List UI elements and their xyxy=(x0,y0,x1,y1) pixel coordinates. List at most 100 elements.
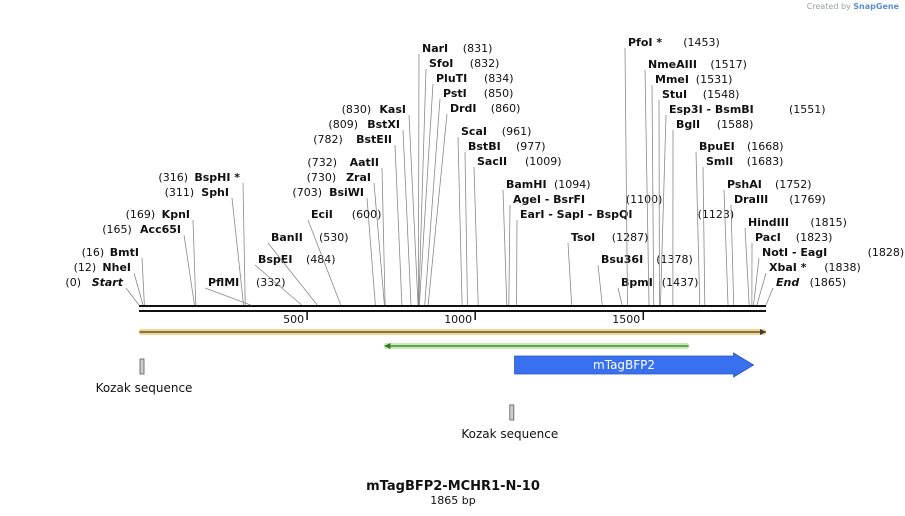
enzyme-leader xyxy=(204,287,251,306)
enzyme-name: NotI - EagI xyxy=(762,246,827,259)
enzyme-site-bstbi[interactable]: BstBI (977) xyxy=(464,140,546,306)
enzyme-site-bsiwi[interactable]: BsiWI (703) xyxy=(292,186,376,306)
enzyme-site-bstxi[interactable]: BstXI (809) xyxy=(328,118,412,306)
enzyme-site-nmeaiii[interactable]: NmeAIII (1517) xyxy=(644,58,747,306)
enzyme-leader xyxy=(457,136,463,306)
enzyme-position: (332) xyxy=(256,276,286,289)
arrowhead-icon xyxy=(760,329,766,335)
enzyme-name: BspEI xyxy=(258,253,292,266)
enzyme-site-scai[interactable]: ScaI (961) xyxy=(457,125,532,306)
enzyme-site-drdi[interactable]: DrdI (860) xyxy=(427,102,520,306)
enzyme-site-esp3i-bsmbi[interactable]: Esp3I - BsmBI (1551) xyxy=(660,103,826,306)
enzyme-site-hindiii[interactable]: HindIII (1815) xyxy=(744,216,847,306)
feature-internal[interactable] xyxy=(384,343,689,349)
enzyme-site-aatii[interactable]: AatII (732) xyxy=(307,156,386,306)
enzyme-site-bpmi[interactable]: BpmI (1437) xyxy=(617,276,698,306)
enzyme-site-pfoi[interactable]: PfoI * (1453) xyxy=(624,36,720,306)
ruler-tick-label: 1500 xyxy=(612,313,640,326)
enzyme-site-xbai[interactable]: XbaI * (1838) xyxy=(756,261,861,306)
enzyme-name: EciI xyxy=(311,208,333,221)
ruler-tick-label: 1000 xyxy=(444,313,472,326)
enzyme-position: (316) xyxy=(158,171,188,184)
enzyme-site-bsteii[interactable]: BstEII (782) xyxy=(313,133,403,306)
enzyme-name: SacII xyxy=(477,155,507,168)
feature-arrow xyxy=(514,352,755,378)
enzyme-name: NheI xyxy=(102,261,131,274)
enzyme-name: DrdI xyxy=(450,102,477,115)
enzyme-site-bgli[interactable]: BglI (1588) xyxy=(672,118,754,306)
enzyme-leader xyxy=(254,264,302,306)
feature-full-length[interactable] xyxy=(139,329,767,335)
enzyme-leader xyxy=(373,182,385,306)
enzyme-site-kasi[interactable]: KasI (830) xyxy=(342,103,419,306)
enzyme-position: (832) xyxy=(470,57,500,70)
enzyme-leader xyxy=(624,47,628,306)
enzyme-name: MmeI xyxy=(655,73,689,86)
enzyme-site-nari[interactable]: NarI (831) xyxy=(417,42,493,306)
enzyme-site-kpni[interactable]: KpnI (169) xyxy=(126,208,197,306)
enzyme-site-tsoi[interactable]: TsoI (1287) xyxy=(567,231,648,306)
feature-box xyxy=(139,358,145,375)
enzyme-site-noti-eagi[interactable]: NotI - EagI (1828) xyxy=(753,246,905,306)
enzyme-site-draiii[interactable]: DraIII (1769) xyxy=(730,193,826,306)
enzyme-site-paci[interactable]: PacI (1823) xyxy=(751,231,832,306)
enzyme-leader xyxy=(381,167,386,306)
enzyme-name: BanII xyxy=(271,231,303,244)
enzyme-position: (1453) xyxy=(683,36,720,49)
enzyme-name: SphI xyxy=(201,186,229,199)
enzyme-name: PluTI xyxy=(436,72,467,85)
arrowhead-icon xyxy=(384,343,391,349)
enzyme-leader xyxy=(424,98,441,306)
enzyme-position: (0) xyxy=(65,276,81,289)
feature-kozak-sequence[interactable]: Kozak sequence xyxy=(461,404,558,441)
enzyme-site-bsu36i[interactable]: Bsu36I (1378) xyxy=(597,253,693,306)
enzyme-leader xyxy=(125,287,140,306)
enzyme-site-sacii[interactable]: SacII (1009) xyxy=(473,155,562,306)
feature-kozak-sequence[interactable]: Kozak sequence xyxy=(96,358,193,395)
feature-mtagbfp2[interactable]: mTagBFP2 xyxy=(514,352,755,378)
enzyme-site-banii[interactable]: BanII (530) xyxy=(267,231,349,306)
enzyme-site-bspei[interactable]: BspEI (484) xyxy=(254,253,336,306)
enzyme-leader xyxy=(765,287,774,306)
enzyme-site-psti[interactable]: PstI (850) xyxy=(424,87,514,306)
enzyme-name: KasI xyxy=(379,103,406,116)
enzyme-name: BpmI xyxy=(621,276,653,289)
enzyme-site-ecii[interactable]: EciI (600) xyxy=(307,208,381,306)
enzyme-site-pflmi[interactable]: PflMI (332) xyxy=(204,276,286,306)
enzyme-site-mmei[interactable]: MmeI (1531) xyxy=(651,73,732,306)
snapgene-logo: SnapGene xyxy=(853,2,899,11)
enzyme-site-bamhi[interactable]: BamHI (1094) xyxy=(502,178,591,306)
enzyme-site-pluti[interactable]: PluTI (834) xyxy=(418,72,514,306)
enzyme-position: (831) xyxy=(463,42,493,55)
enzyme-leader xyxy=(427,113,448,306)
enzyme-leader xyxy=(702,166,706,306)
enzyme-name: BglI xyxy=(676,118,700,131)
enzyme-name: PstI xyxy=(443,87,467,100)
enzyme-leader xyxy=(567,242,573,306)
enzyme-position: (1828) xyxy=(868,246,905,259)
map-length: 1865 bp xyxy=(430,494,475,507)
enzyme-position: (1815) xyxy=(810,216,847,229)
enzyme-position: (1838) xyxy=(824,261,861,274)
enzyme-site-sfoi[interactable]: SfoI (832) xyxy=(418,57,500,306)
enzyme-site-stui[interactable]: StuI (1548) xyxy=(658,88,739,306)
enzyme-leader xyxy=(418,68,427,306)
enzyme-position: (484) xyxy=(306,253,336,266)
enzyme-site-bpuei[interactable]: BpuEI (1668) xyxy=(695,140,784,306)
enzyme-site-zrai[interactable]: ZraI (730) xyxy=(307,171,385,306)
enzyme-site-acc65i[interactable]: Acc65I (165) xyxy=(102,223,195,306)
enzyme-position: (16) xyxy=(82,246,105,259)
enzyme-site-bmti[interactable]: BmtI (16) xyxy=(82,246,145,306)
enzyme-position: (961) xyxy=(502,125,532,138)
enzyme-leader xyxy=(402,129,412,306)
enzyme-site-end[interactable]: End (1865) xyxy=(765,276,846,306)
enzyme-site-sphi[interactable]: SphI (311) xyxy=(165,186,244,306)
enzyme-position: (1100) xyxy=(626,193,663,206)
enzyme-site-start[interactable]: Start (0) xyxy=(65,276,140,306)
enzyme-site-nhei[interactable]: NheI (12) xyxy=(74,261,144,306)
enzyme-position: (1752) xyxy=(775,178,812,191)
enzyme-site-bsphi[interactable]: BspHI * (316) xyxy=(158,171,246,306)
enzyme-site-smli[interactable]: SmlI (1683) xyxy=(702,155,783,306)
feature-label: Kozak sequence xyxy=(461,427,558,441)
enzyme-site-pshai[interactable]: PshAI (1752) xyxy=(723,178,812,306)
